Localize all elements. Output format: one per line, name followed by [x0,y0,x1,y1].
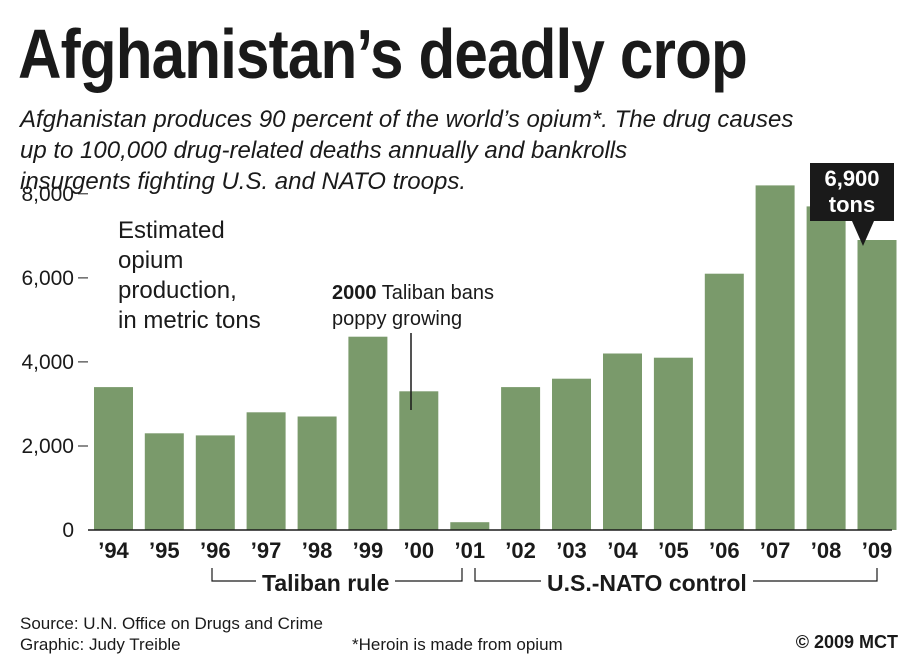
x-tick-label: ’05 [658,538,689,563]
callout-2009: 6,900 tons [810,163,894,221]
bar-0 [94,387,133,530]
period-label-taliban: Taliban rule [256,570,396,597]
ban-text-2: poppy growing [332,308,463,330]
subtitle: Afghanistan produces 90 percent of the w… [20,104,900,197]
y-tick-label: 6,000 [21,267,74,290]
bar-12 [704,273,744,530]
x-tick-label: ’04 [607,538,638,563]
x-axis-labels: ’94 ’95 ’96 ’97 ’98 ’99 ’00 ’01 ’02 ’03 ’04 ’05 ’06 ’… [98,538,892,563]
graphic-credit: Graphic: Judy Treible [20,635,181,654]
x-tick-label: ’95 [149,538,180,563]
bar-2 [195,435,235,530]
x-tick-label: ’00 [404,538,435,563]
subtitle-line: insurgents fighting U.S. and NATO troops… [20,168,467,195]
x-tick-label: ’02 [505,538,536,563]
source-note: Source: U.N. Office on Drugs and Crime [20,614,323,633]
taliban-ban-annotation: 2000 Taliban bans poppy growing [332,280,494,332]
bar-9 [552,378,591,530]
y-tick-label: 4,000 [21,351,74,374]
x-tick-label: ’06 [709,538,740,563]
x-tick-label: ’94 [98,538,129,563]
y-axis-label-line: production, [118,277,237,304]
bar-8 [501,387,541,530]
y-axis-label-line: Estimated [118,217,225,244]
callout-value: 6,900 [824,166,880,191]
x-tick-label: ’96 [200,538,231,563]
x-tick-label: ’98 [302,538,333,563]
callout-unit: tons [828,192,876,217]
callout-pointer [852,221,874,246]
bar-1 [144,433,184,530]
y-axis-label: Estimated opium production, in metric to… [118,216,261,336]
bar-6 [399,391,439,530]
y-axis-label-line: in metric tons [118,307,261,334]
ban-text: Taliban bans [381,282,495,304]
y-tick-label: 2,000 [21,435,74,458]
footnote: *Heroin is made from opium [352,635,563,654]
bar-7 [450,522,490,530]
page-title: Afghanistan’s deadly crop [18,15,748,93]
bar-10 [603,353,642,530]
copyright: © 2009 MCT [795,632,898,652]
bars [94,185,897,530]
ban-year: 2000 [332,282,377,304]
bar-4 [297,416,337,530]
x-tick-label: ’08 [811,538,842,563]
bar-5 [348,336,388,530]
subtitle-line: up to 100,000 drug-related deaths annual… [20,137,628,164]
x-tick-label: ’03 [556,538,587,563]
subtitle-line: Afghanistan produces 90 percent of the w… [20,106,794,133]
bar-15 [857,240,897,530]
y-axis-ticks: 0 2,000 4,000 6,000 8,000 [21,183,88,542]
x-tick-label: ’99 [353,538,384,563]
bar-3 [246,412,286,530]
bar-11 [653,357,693,530]
x-tick-label: ’97 [251,538,282,563]
y-axis-label-line: opium [118,247,184,274]
x-tick-label: ’07 [760,538,791,563]
period-label-nato: U.S.-NATO control [541,570,753,597]
y-tick-label: 0 [62,519,74,542]
bar-13 [755,185,795,530]
bar-14 [806,206,846,530]
x-tick-label: ’01 [455,538,486,563]
x-tick-label: ’09 [862,538,893,563]
y-tick-label: 8,000 [21,183,74,206]
